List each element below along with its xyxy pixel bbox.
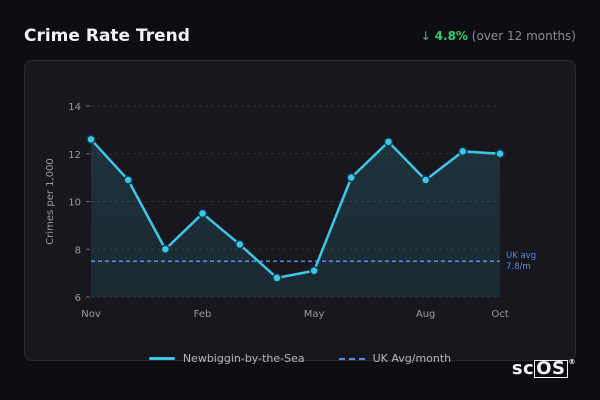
legend-item-reference: UK Avg/month bbox=[338, 352, 452, 365]
data-point-mar bbox=[234, 239, 245, 250]
x-tick-label-oct: Oct bbox=[491, 309, 508, 320]
data-point-sep bbox=[458, 146, 468, 157]
y-tick-label-6: 6 bbox=[75, 293, 81, 304]
y-tick-label-12: 12 bbox=[68, 150, 81, 161]
legend-item-series: Newbiggin-by-the-Sea bbox=[148, 352, 305, 365]
y-axis-label: Crimes per 1,000 bbox=[45, 158, 56, 245]
change-period: (over 12 months) bbox=[471, 29, 576, 43]
series-area bbox=[91, 139, 500, 297]
data-point-may bbox=[309, 265, 319, 276]
legend-swatch-series bbox=[148, 357, 175, 360]
legend-label-series: Newbiggin-by-the-Sea bbox=[182, 352, 305, 365]
down-arrow-icon: ↓ bbox=[420, 29, 431, 43]
legend-label-reference: UK Avg/month bbox=[372, 352, 452, 365]
registered-mark: ® bbox=[568, 358, 576, 366]
legend-swatch-reference bbox=[338, 357, 365, 360]
data-point-oct bbox=[495, 149, 505, 159]
logo-prefix: sc bbox=[511, 358, 535, 379]
x-tick-label-may: May bbox=[304, 309, 325, 320]
logo-box: OS bbox=[534, 358, 568, 379]
x-tick-label-nov: Nov bbox=[81, 309, 101, 320]
data-point-nov bbox=[86, 134, 96, 145]
y-tick-label-10: 10 bbox=[68, 198, 81, 209]
change-value: 4.8% bbox=[434, 29, 468, 43]
data-point-aug bbox=[420, 175, 431, 185]
data-point-jun bbox=[346, 172, 357, 183]
data-point-jul bbox=[383, 137, 394, 147]
data-point-jan bbox=[160, 244, 171, 254]
trend-change: ↓ 4.8% (over 12 months) bbox=[421, 29, 576, 43]
reference-label-1: UK avg bbox=[506, 251, 536, 261]
data-point-feb bbox=[197, 208, 208, 219]
series-line bbox=[90, 138, 501, 280]
reference-label-2: 7.8/m bbox=[506, 262, 531, 272]
y-tick-label-8: 8 bbox=[75, 245, 81, 256]
brand-logo: sc OS ® bbox=[512, 358, 576, 379]
chart-title: Crime Rate Trend bbox=[24, 26, 190, 46]
y-tick-label-14: 14 bbox=[68, 102, 81, 113]
data-point-dec bbox=[123, 175, 133, 185]
chart-legend: Newbiggin-by-the-Sea UK Avg/month bbox=[0, 352, 600, 365]
x-tick-label-feb: Feb bbox=[194, 309, 212, 320]
data-point-apr bbox=[272, 273, 282, 283]
x-tick-label-aug: Aug bbox=[416, 309, 436, 320]
